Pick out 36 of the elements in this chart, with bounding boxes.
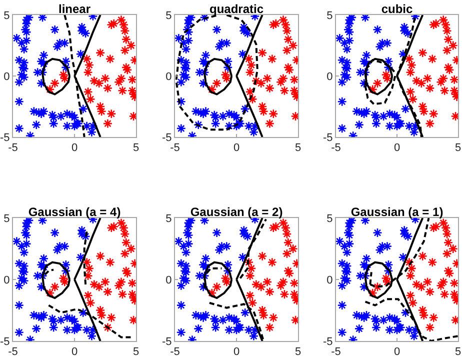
y-tick-label: -5 (162, 336, 172, 348)
y-tick-label: 0 (326, 70, 333, 83)
x-tick-label: 0 (71, 346, 78, 357)
chart-title: Gaussian (a = 4) (28, 205, 121, 219)
y-tick-label: 5 (326, 10, 333, 22)
y-tick-label: 5 (4, 212, 10, 225)
chart-title: quadratic (209, 2, 264, 16)
x-tick-label: 5 (132, 346, 140, 357)
y-tick-label: -5 (0, 132, 10, 144)
y-tick-label: -5 (162, 132, 172, 144)
x-tick-label: 5 (132, 142, 140, 154)
x-tick-label: 0 (394, 142, 400, 154)
chart-title: Gaussian (a = 1) (350, 205, 444, 219)
y-tick-label: 0 (4, 70, 10, 83)
y-tick-label: 5 (166, 10, 172, 22)
x-tick-label: 5 (294, 142, 302, 154)
x-tick-label: 5 (454, 142, 462, 154)
y-tick-label: -5 (323, 132, 333, 144)
x-tick-label: 0 (233, 346, 240, 357)
y-tick-label: 0 (4, 274, 10, 286)
y-tick-label: -5 (323, 336, 333, 348)
x-tick-label: 5 (454, 346, 462, 357)
x-tick-label: 0 (71, 142, 78, 154)
y-tick-label: 5 (166, 212, 172, 225)
x-tick-label: 5 (294, 346, 302, 357)
y-tick-label: 5 (326, 212, 333, 225)
y-tick-label: 5 (4, 10, 10, 22)
y-tick-label: 0 (166, 70, 172, 83)
y-tick-label: 0 (326, 274, 333, 286)
x-tick-label: 0 (233, 142, 240, 154)
y-tick-label: -5 (0, 336, 10, 348)
x-tick-label: 0 (394, 346, 400, 357)
chart-title: linear (58, 2, 91, 16)
chart-title: cubic (381, 2, 413, 16)
y-tick-label: 0 (166, 274, 172, 286)
chart-title: Gaussian (a = 2) (190, 205, 283, 219)
